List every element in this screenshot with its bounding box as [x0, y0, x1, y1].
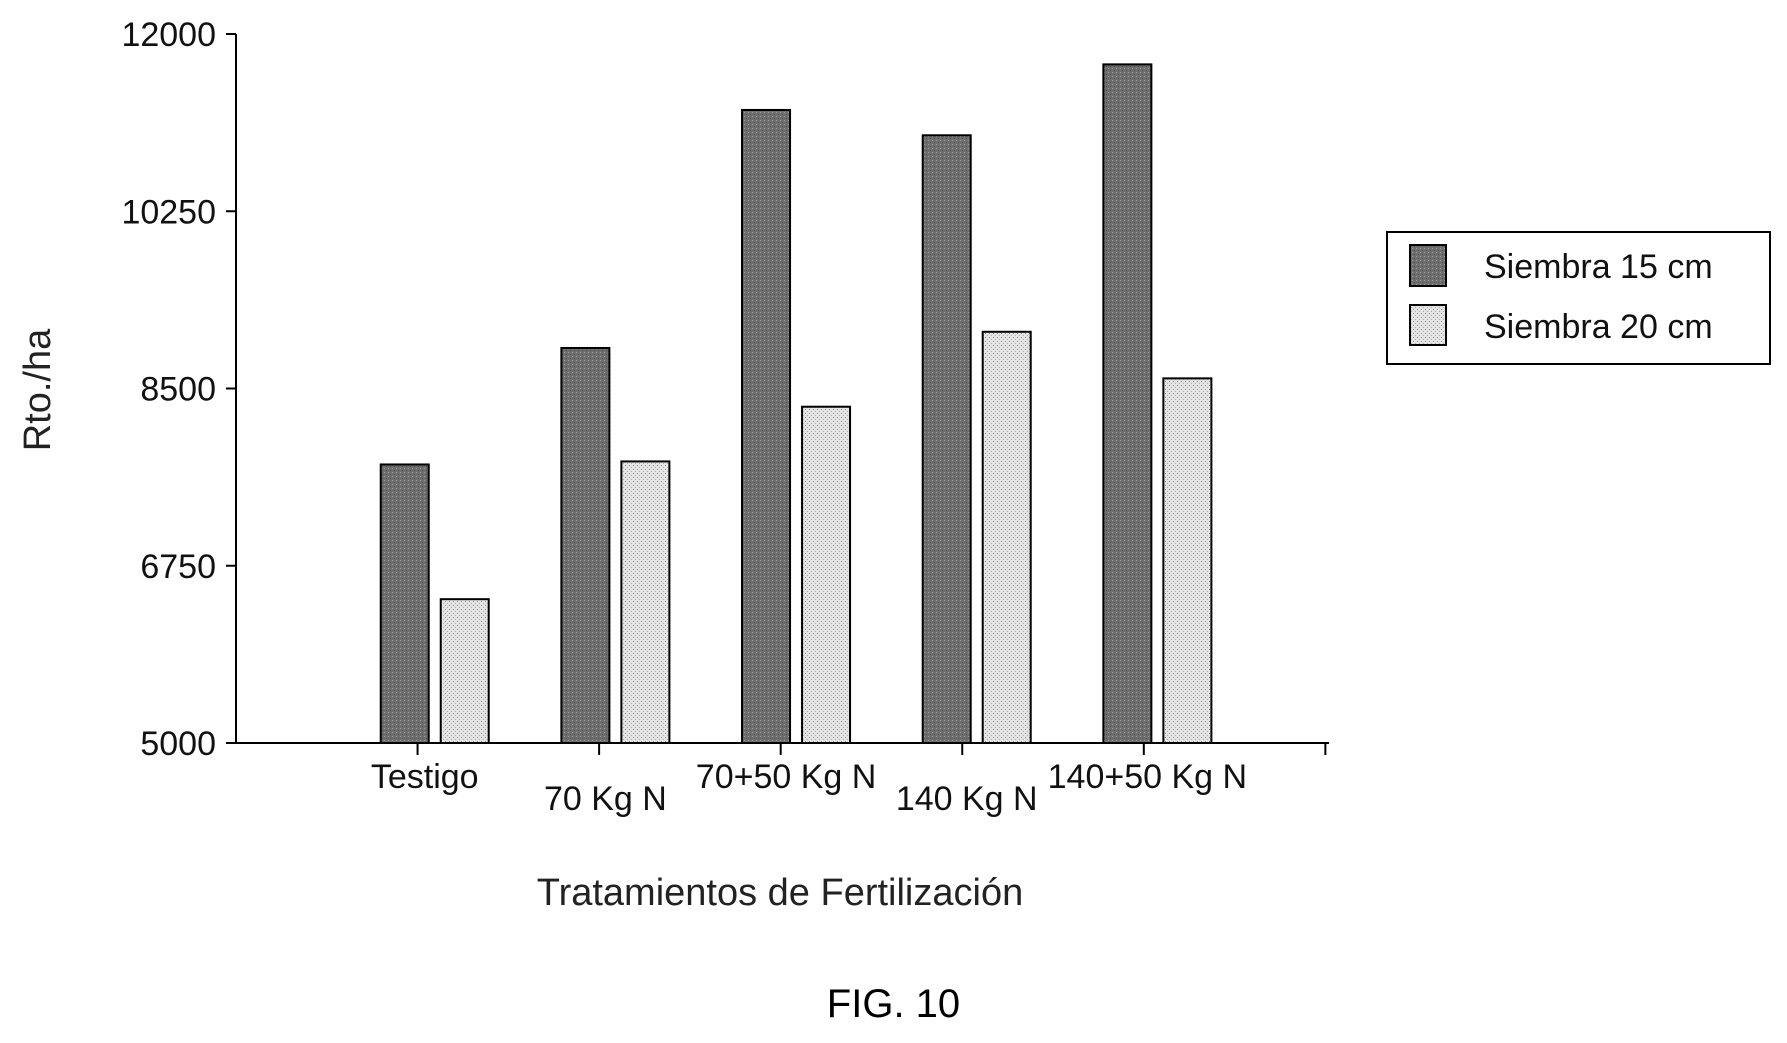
bar-siembra-15-2 [560, 346, 611, 744]
bar-siembra-20-1 [439, 598, 490, 744]
bar-siembra-15-1 [379, 463, 430, 744]
bar-siembra-15-5 [1102, 63, 1153, 744]
bar-siembra-20-3 [801, 405, 852, 744]
y-axis-title: Rto./ha [17, 328, 59, 451]
y-tick-label: 5000 [140, 725, 216, 763]
y-tick-label: 8500 [140, 371, 216, 409]
figure-caption: FIG. 10 [826, 982, 961, 1026]
x-tick-label: 140+50 Kg N [1048, 758, 1247, 796]
y-tick-label: 10250 [121, 193, 216, 231]
bar-siembra-20-2 [620, 460, 671, 744]
y-tick-label: 12000 [121, 16, 216, 54]
x-axis-title: Tratamientos de Fertilización [537, 872, 1023, 914]
legend: Siembra 15 cm Siembra 20 cm [1386, 231, 1771, 365]
x-tick-label: 70+50 Kg N [696, 758, 877, 796]
y-tick-label: 6750 [140, 548, 216, 586]
bar-siembra-20-5 [1162, 377, 1213, 744]
bar-siembra-20-4 [981, 330, 1032, 744]
legend-swatch-siembra-20 [1409, 304, 1447, 346]
legend-box [1386, 231, 1771, 365]
x-tick-label: 70 Kg N [544, 780, 667, 818]
x-tick-label: 140 Kg N [896, 780, 1038, 818]
legend-label-siembra-15: Siembra 15 cm [1484, 248, 1713, 286]
bars [379, 63, 1213, 745]
legend-swatch-siembra-15 [1409, 244, 1447, 287]
x-tick-label: Testigo [371, 758, 479, 796]
y-ticks: 5000 6750 8500 10250 12000 [121, 16, 236, 763]
legend-label-siembra-20: Siembra 20 cm [1484, 308, 1713, 346]
bar-siembra-15-4 [921, 134, 972, 745]
x-ticks: Testigo 70 Kg N 70+50 Kg N 140 Kg N 140+50 K… [371, 743, 1327, 818]
bar-siembra-15-3 [741, 108, 792, 744]
